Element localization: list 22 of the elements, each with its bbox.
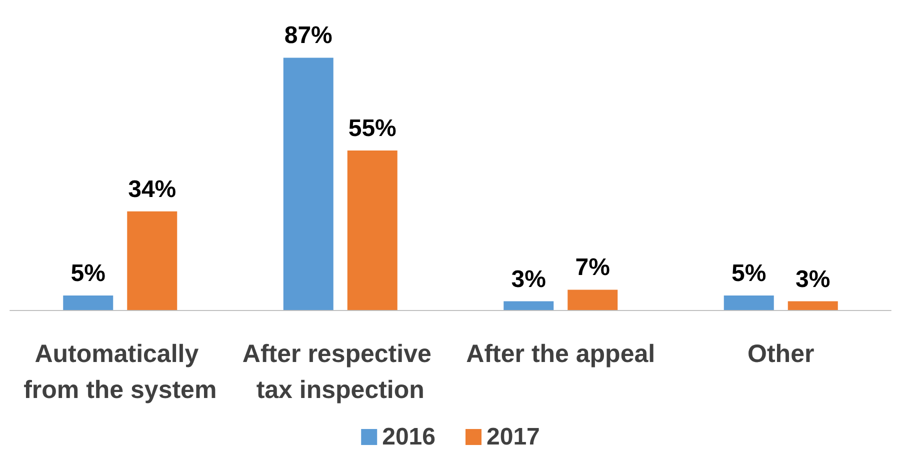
- x-tick-label: Automatically from the system: [24, 340, 217, 404]
- data-label: 5%: [70, 260, 106, 287]
- data-label: 34%: [128, 176, 176, 203]
- data-label: 3%: [511, 266, 546, 293]
- bar: [504, 301, 554, 310]
- bar: [283, 58, 334, 310]
- bar: [347, 150, 398, 310]
- bar: [63, 296, 114, 310]
- bar: [568, 290, 618, 310]
- data-label: 87%: [284, 22, 332, 50]
- data-label: 7%: [575, 254, 610, 282]
- x-tick-label: Other: [748, 340, 814, 368]
- data-label: 3%: [796, 266, 830, 293]
- bar: [724, 296, 774, 310]
- x-tick-label: After the appeal: [466, 340, 656, 368]
- bar: [788, 301, 838, 310]
- data-label: 55%: [348, 115, 396, 142]
- bar: [127, 211, 178, 310]
- legend-label: 2017: [486, 424, 540, 450]
- data-label: 5%: [732, 260, 766, 287]
- x-tick-label: After respective tax inspection: [242, 340, 438, 404]
- legend-label: 2016: [382, 424, 436, 450]
